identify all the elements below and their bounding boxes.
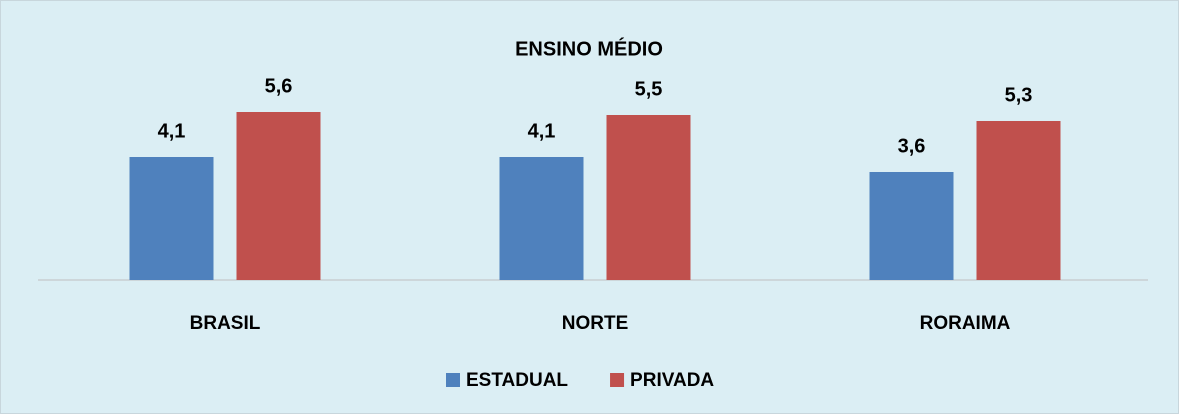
- legend-label: PRIVADA: [630, 370, 714, 391]
- bar: [236, 112, 321, 280]
- bar: [976, 121, 1061, 280]
- x-tick-label: NORTE: [562, 313, 629, 334]
- value-label: 4,1: [158, 120, 186, 142]
- value-label: 5,3: [1005, 84, 1033, 106]
- x-tick-label: RORAIMA: [920, 313, 1011, 334]
- legend-swatch: [446, 373, 460, 387]
- legend-swatch: [610, 373, 625, 387]
- bar: [129, 157, 214, 280]
- bar: [606, 115, 691, 280]
- value-label: 4,1: [528, 120, 556, 142]
- bar: [499, 157, 584, 280]
- legend-label: ESTADUAL: [466, 370, 568, 391]
- bar: [869, 172, 954, 280]
- value-label: 5,6: [265, 75, 293, 97]
- chart-title: ENSINO MÉDIO: [515, 37, 663, 60]
- value-label: 3,6: [898, 135, 926, 157]
- value-label: 5,5: [635, 78, 663, 100]
- x-tick-label: BRASIL: [190, 313, 261, 334]
